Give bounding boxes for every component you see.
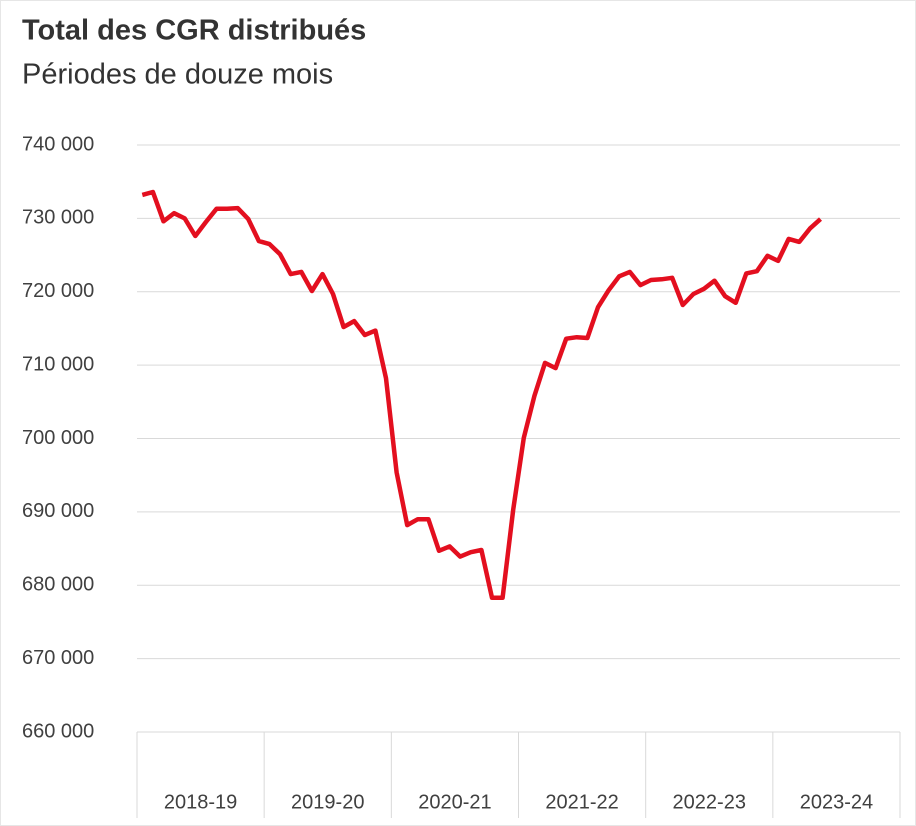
x-tick-label: 2019-20 (291, 791, 364, 813)
y-tick-label: 690 000 (22, 500, 94, 522)
x-tick-label: 2018-19 (164, 791, 237, 813)
chart-subtitle: Périodes de douze mois (22, 59, 333, 91)
y-tick-label: 710 000 (22, 353, 94, 375)
y-tick-label: 660 000 (22, 720, 94, 742)
y-tick-label: 740 000 (22, 133, 94, 155)
x-tick-label: 2020-21 (418, 791, 491, 813)
y-tick-label: 730 000 (22, 207, 94, 229)
x-tick-label: 2022-23 (673, 791, 746, 813)
y-tick-label: 720 000 (22, 280, 94, 302)
x-tick-label: 2023-24 (800, 791, 873, 813)
chart-title: Total des CGR distribués (22, 15, 366, 47)
x-tick-label: 2021-22 (545, 791, 618, 813)
data-line (141, 189, 823, 600)
y-tick-label: 680 000 (22, 574, 94, 596)
y-tick-label: 670 000 (22, 647, 94, 669)
y-tick-label: 700 000 (22, 427, 94, 449)
